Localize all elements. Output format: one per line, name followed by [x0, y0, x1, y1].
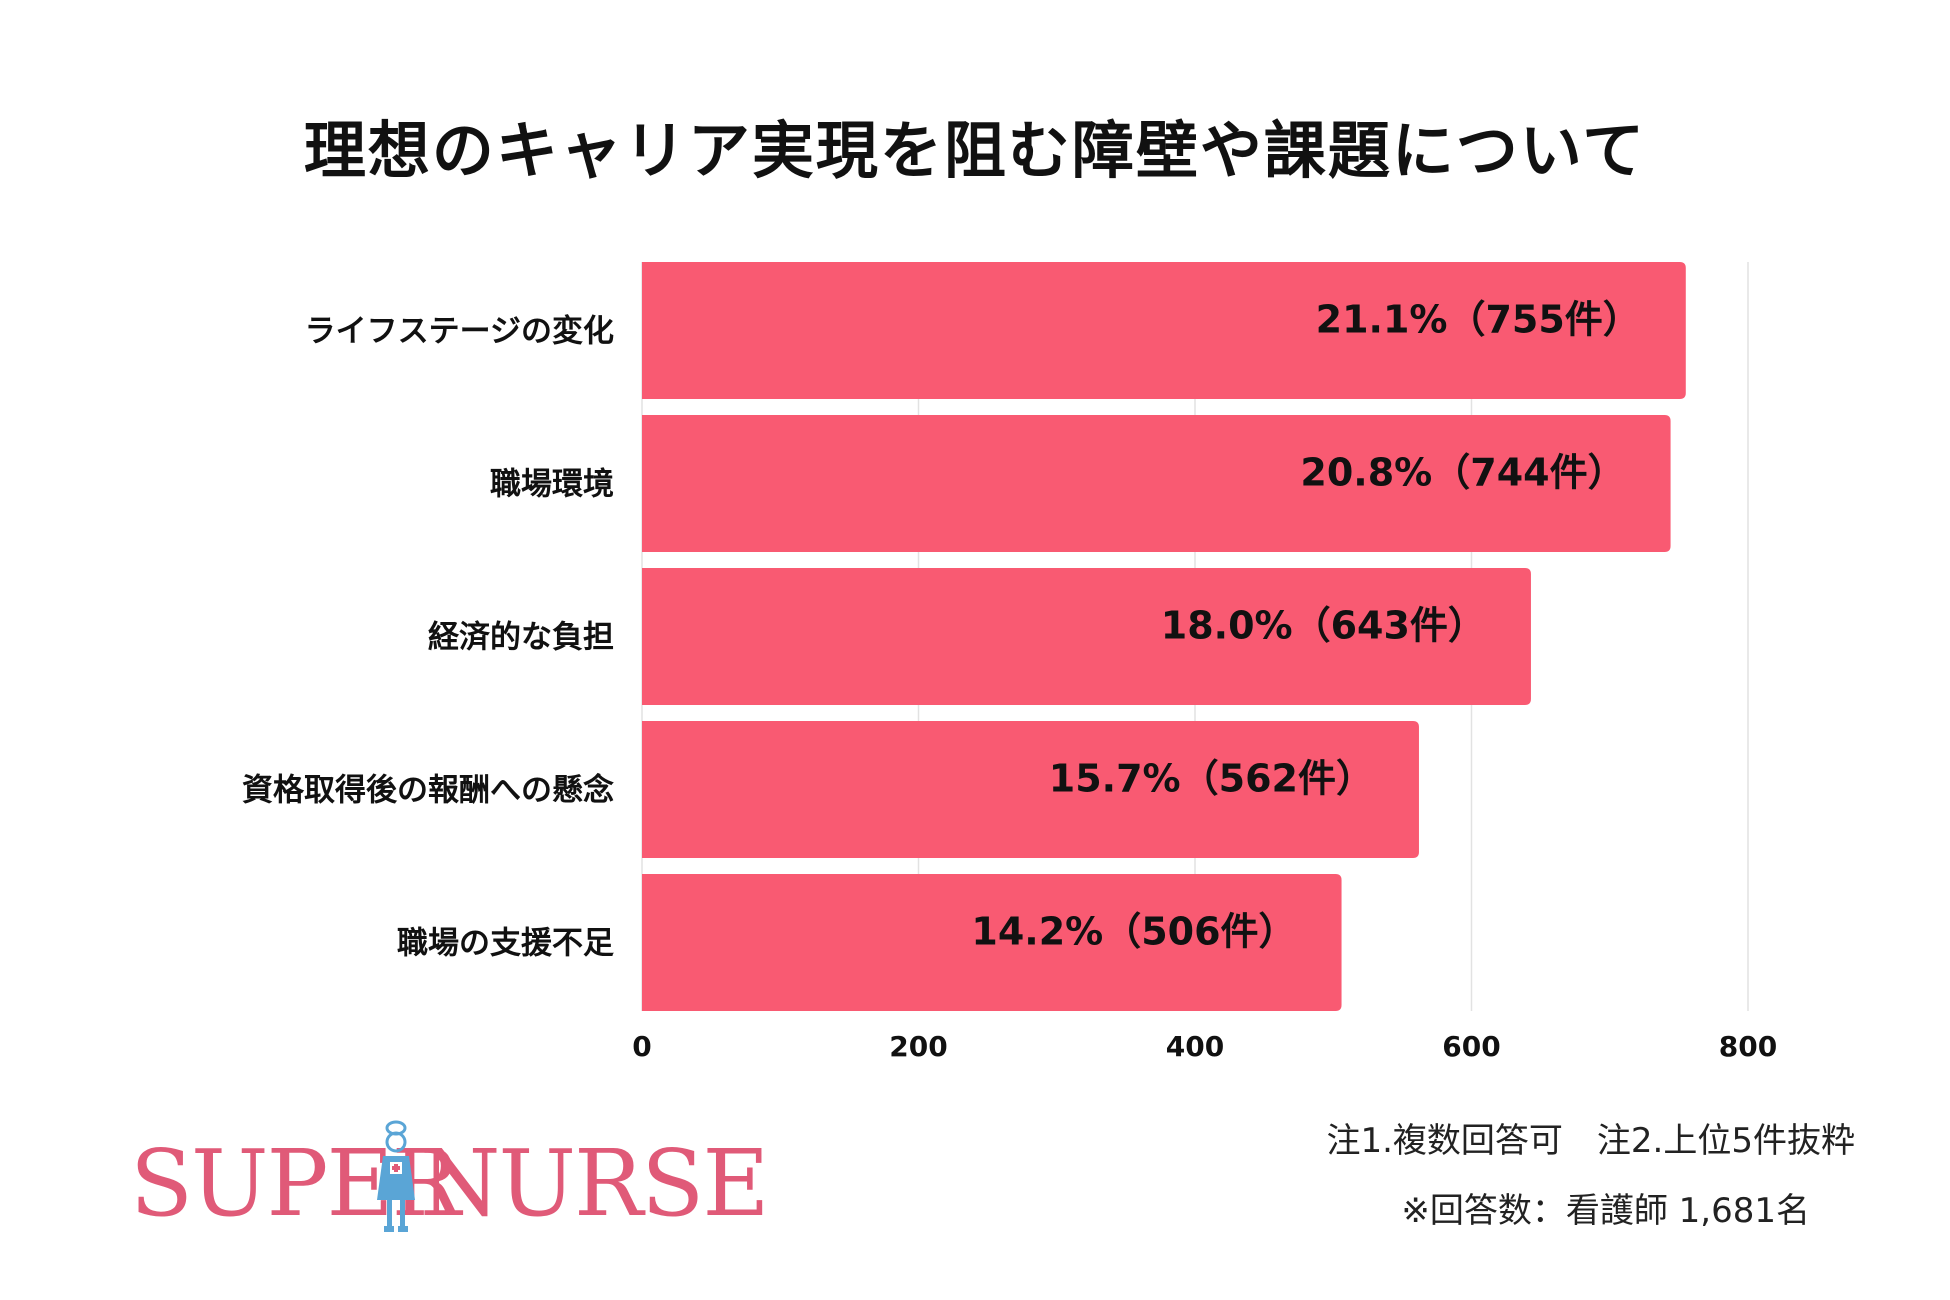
x-tick-label: 400 [1166, 1030, 1224, 1063]
bar-0 [642, 262, 1686, 399]
x-tick-label: 600 [1442, 1030, 1500, 1063]
data-label: 18.0%（643件） [1161, 604, 1486, 648]
x-tick-label: 0 [632, 1030, 651, 1063]
bar-chart: ライフステージの変化 21.1%（755件） 職場環境 20.8%（744件） 経済的な… [242, 262, 1777, 1063]
data-label: 15.7%（562件） [1049, 757, 1374, 801]
bar-3 [642, 721, 1419, 858]
category-label: 職場の支援不足 [397, 926, 614, 962]
bars [642, 262, 1686, 1011]
category-label: 資格取得後の報酬への懸念 [242, 773, 614, 809]
footnote-2: ※回答数：看護師 1,681名 [1401, 1191, 1810, 1231]
nurse-figure-icon [377, 1120, 415, 1232]
bar-4 [642, 874, 1342, 1011]
data-label: 21.1%（755件） [1316, 298, 1641, 342]
data-label: 14.2%（506件） [971, 910, 1296, 954]
x-tick-label: 800 [1719, 1030, 1777, 1063]
labels: ライフステージの変化 21.1%（755件） 職場環境 20.8%（744件） 経済的な… [242, 298, 1641, 962]
x-axis-ticks: 0 200 400 600 800 [632, 1030, 1777, 1063]
category-label: 職場環境 [490, 467, 614, 503]
category-label: 経済的な負担 [428, 620, 614, 656]
super-nurse-logo: SUPER NURSE [130, 1118, 769, 1238]
x-tick-label: 200 [889, 1030, 947, 1063]
data-label: 20.8%（744件） [1300, 451, 1625, 495]
logo-text-right: NURSE [420, 1130, 769, 1237]
footnote-1: 注1.複数回答可 注2.上位5件抜粋 [1326, 1121, 1855, 1161]
chart-title: 理想のキャリア実現を阻む障壁や課題について [303, 114, 1647, 187]
category-label: ライフステージの変化 [305, 314, 614, 350]
bar-2 [642, 568, 1531, 705]
bar-1 [642, 415, 1671, 552]
